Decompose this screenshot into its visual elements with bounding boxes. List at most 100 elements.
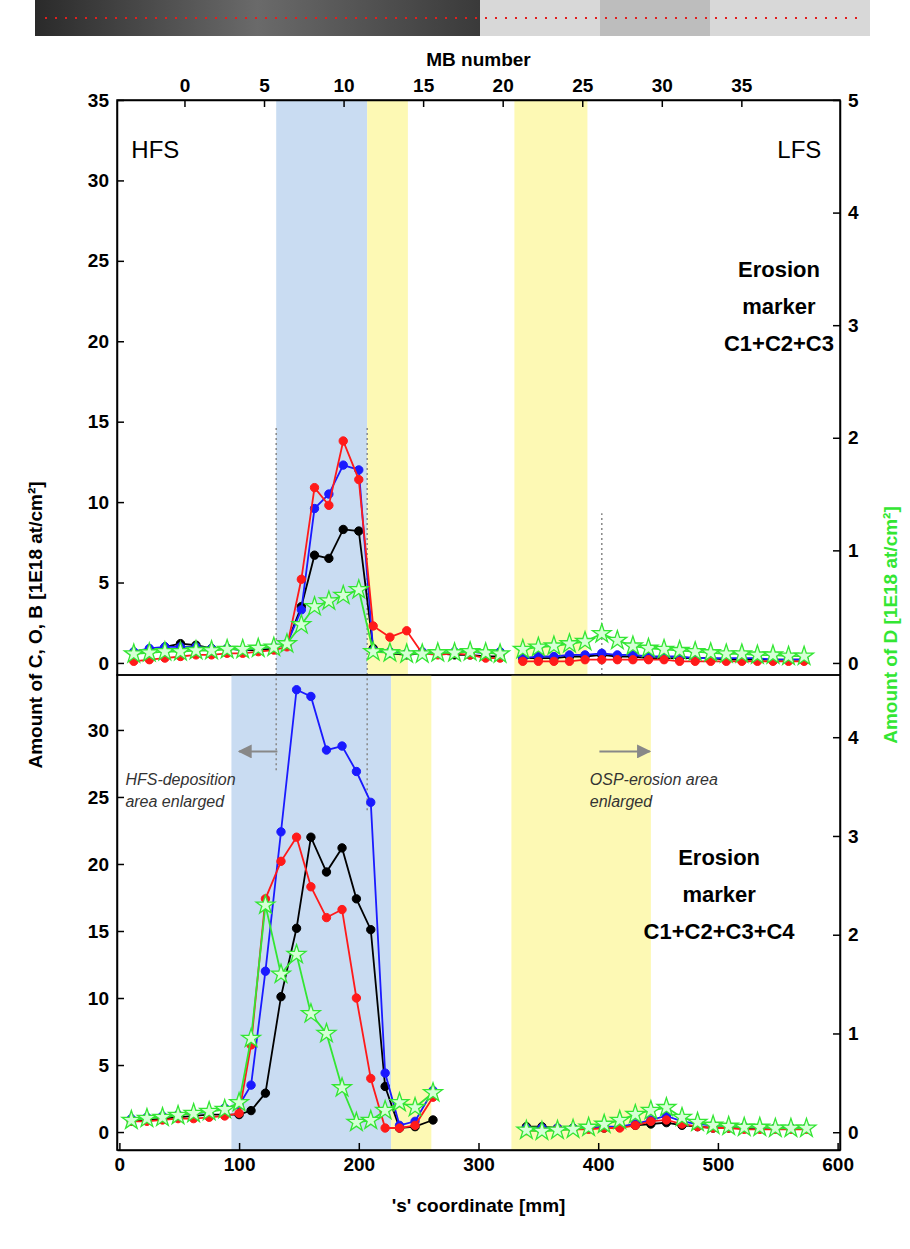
data-point (548, 1120, 567, 1138)
tick-mark (662, 100, 664, 107)
data-point (386, 633, 394, 641)
data-point (292, 924, 300, 932)
plot-frame (117, 675, 840, 1150)
x2-axis-title: MB number (426, 49, 531, 70)
panel-title: marker (742, 294, 816, 319)
y-axis: 05101520253035 (88, 90, 124, 676)
data-point (424, 1083, 443, 1101)
series-line (131, 690, 806, 1128)
data-point (155, 642, 174, 660)
data-point (184, 1104, 203, 1122)
tick-label: 500 (703, 1154, 735, 1175)
tick: 15 (413, 75, 435, 107)
tick-label: 10 (88, 988, 109, 1009)
tick-label: 30 (88, 170, 109, 191)
data-point (397, 644, 416, 662)
data-point (533, 1121, 552, 1139)
data-point (297, 575, 305, 583)
series-line (134, 529, 804, 659)
photo-dots (45, 17, 862, 19)
tick: 100 (224, 1143, 256, 1175)
tick: 300 (463, 1143, 495, 1175)
tick-label: 3 (848, 826, 859, 847)
data-point (277, 828, 285, 836)
data-point (565, 657, 573, 665)
data-point (247, 1106, 255, 1114)
tick: 5 (259, 75, 270, 107)
tick: 1 (833, 1023, 859, 1044)
tick-label: 2 (848, 924, 859, 945)
tick-mark (423, 100, 425, 107)
data-point (766, 1118, 785, 1136)
tick-label: 5 (259, 75, 270, 96)
tick: 5 (98, 572, 124, 593)
data-point (376, 1101, 395, 1119)
data-point (613, 656, 621, 664)
tick-label: 0 (848, 1122, 859, 1143)
tick-mark (184, 100, 186, 107)
data-point (171, 642, 190, 660)
data-point (235, 1109, 243, 1117)
tick-label: 10 (88, 492, 109, 513)
tick-label: 10 (334, 75, 355, 96)
series-line (131, 905, 806, 1131)
data-point (367, 1074, 375, 1082)
tick: 15 (88, 411, 124, 432)
data-point (795, 646, 814, 664)
y2-axis: 012345 (833, 90, 859, 676)
x-axis: 0100200300400500600 (115, 1143, 854, 1175)
data-point (325, 501, 333, 509)
data-point (333, 1078, 352, 1096)
tick: 0 (115, 1143, 126, 1175)
data-point (138, 1109, 157, 1127)
tick-label: 5 (848, 90, 859, 111)
tick: 4 (833, 202, 859, 223)
tick: 2 (833, 427, 859, 448)
y-axis-line (117, 101, 119, 676)
tick-mark (598, 1143, 600, 1150)
tick-mark (117, 730, 124, 732)
data-point (782, 1118, 801, 1136)
data-point (272, 964, 291, 982)
tick-label: 1 (848, 540, 859, 561)
data-point (322, 746, 330, 754)
tick: 20 (493, 75, 514, 107)
tick-mark (837, 1143, 839, 1150)
data-point (750, 1117, 769, 1135)
data-point (688, 1112, 707, 1130)
tick-label: 0 (98, 653, 109, 674)
data-point (352, 767, 360, 775)
data-point (218, 640, 237, 658)
data-point (491, 644, 510, 662)
series-line (134, 441, 804, 661)
tick-mark (833, 663, 840, 665)
data-point (717, 644, 736, 662)
x2-axis-line (118, 100, 841, 102)
data-point (675, 657, 683, 665)
note: area enlarged (125, 793, 225, 810)
data-point (349, 580, 368, 598)
data-point (338, 742, 346, 750)
photo-left (35, 0, 480, 36)
data-point (381, 643, 400, 661)
tick-label: 0 (98, 1122, 109, 1143)
dotted-line (275, 428, 277, 675)
data-point (406, 1098, 425, 1116)
chart-svg: 0510152025303501234505101520253035MB num… (0, 0, 910, 1249)
tick: 3 (833, 315, 859, 336)
data-point (779, 646, 798, 664)
data-point (249, 638, 268, 656)
data-point (598, 656, 606, 664)
data-point (277, 992, 285, 1000)
tick-mark (239, 1143, 241, 1150)
tick-label: 25 (88, 250, 110, 271)
y2-axis: 01234 (833, 676, 859, 1151)
data-point (140, 643, 159, 661)
tick-mark (718, 1143, 720, 1150)
tick-mark (359, 1143, 361, 1150)
photo-strip (35, 0, 870, 36)
note: enlarged (590, 793, 653, 810)
data-point (395, 1124, 403, 1132)
region (231, 675, 391, 1150)
arrow (239, 750, 277, 752)
